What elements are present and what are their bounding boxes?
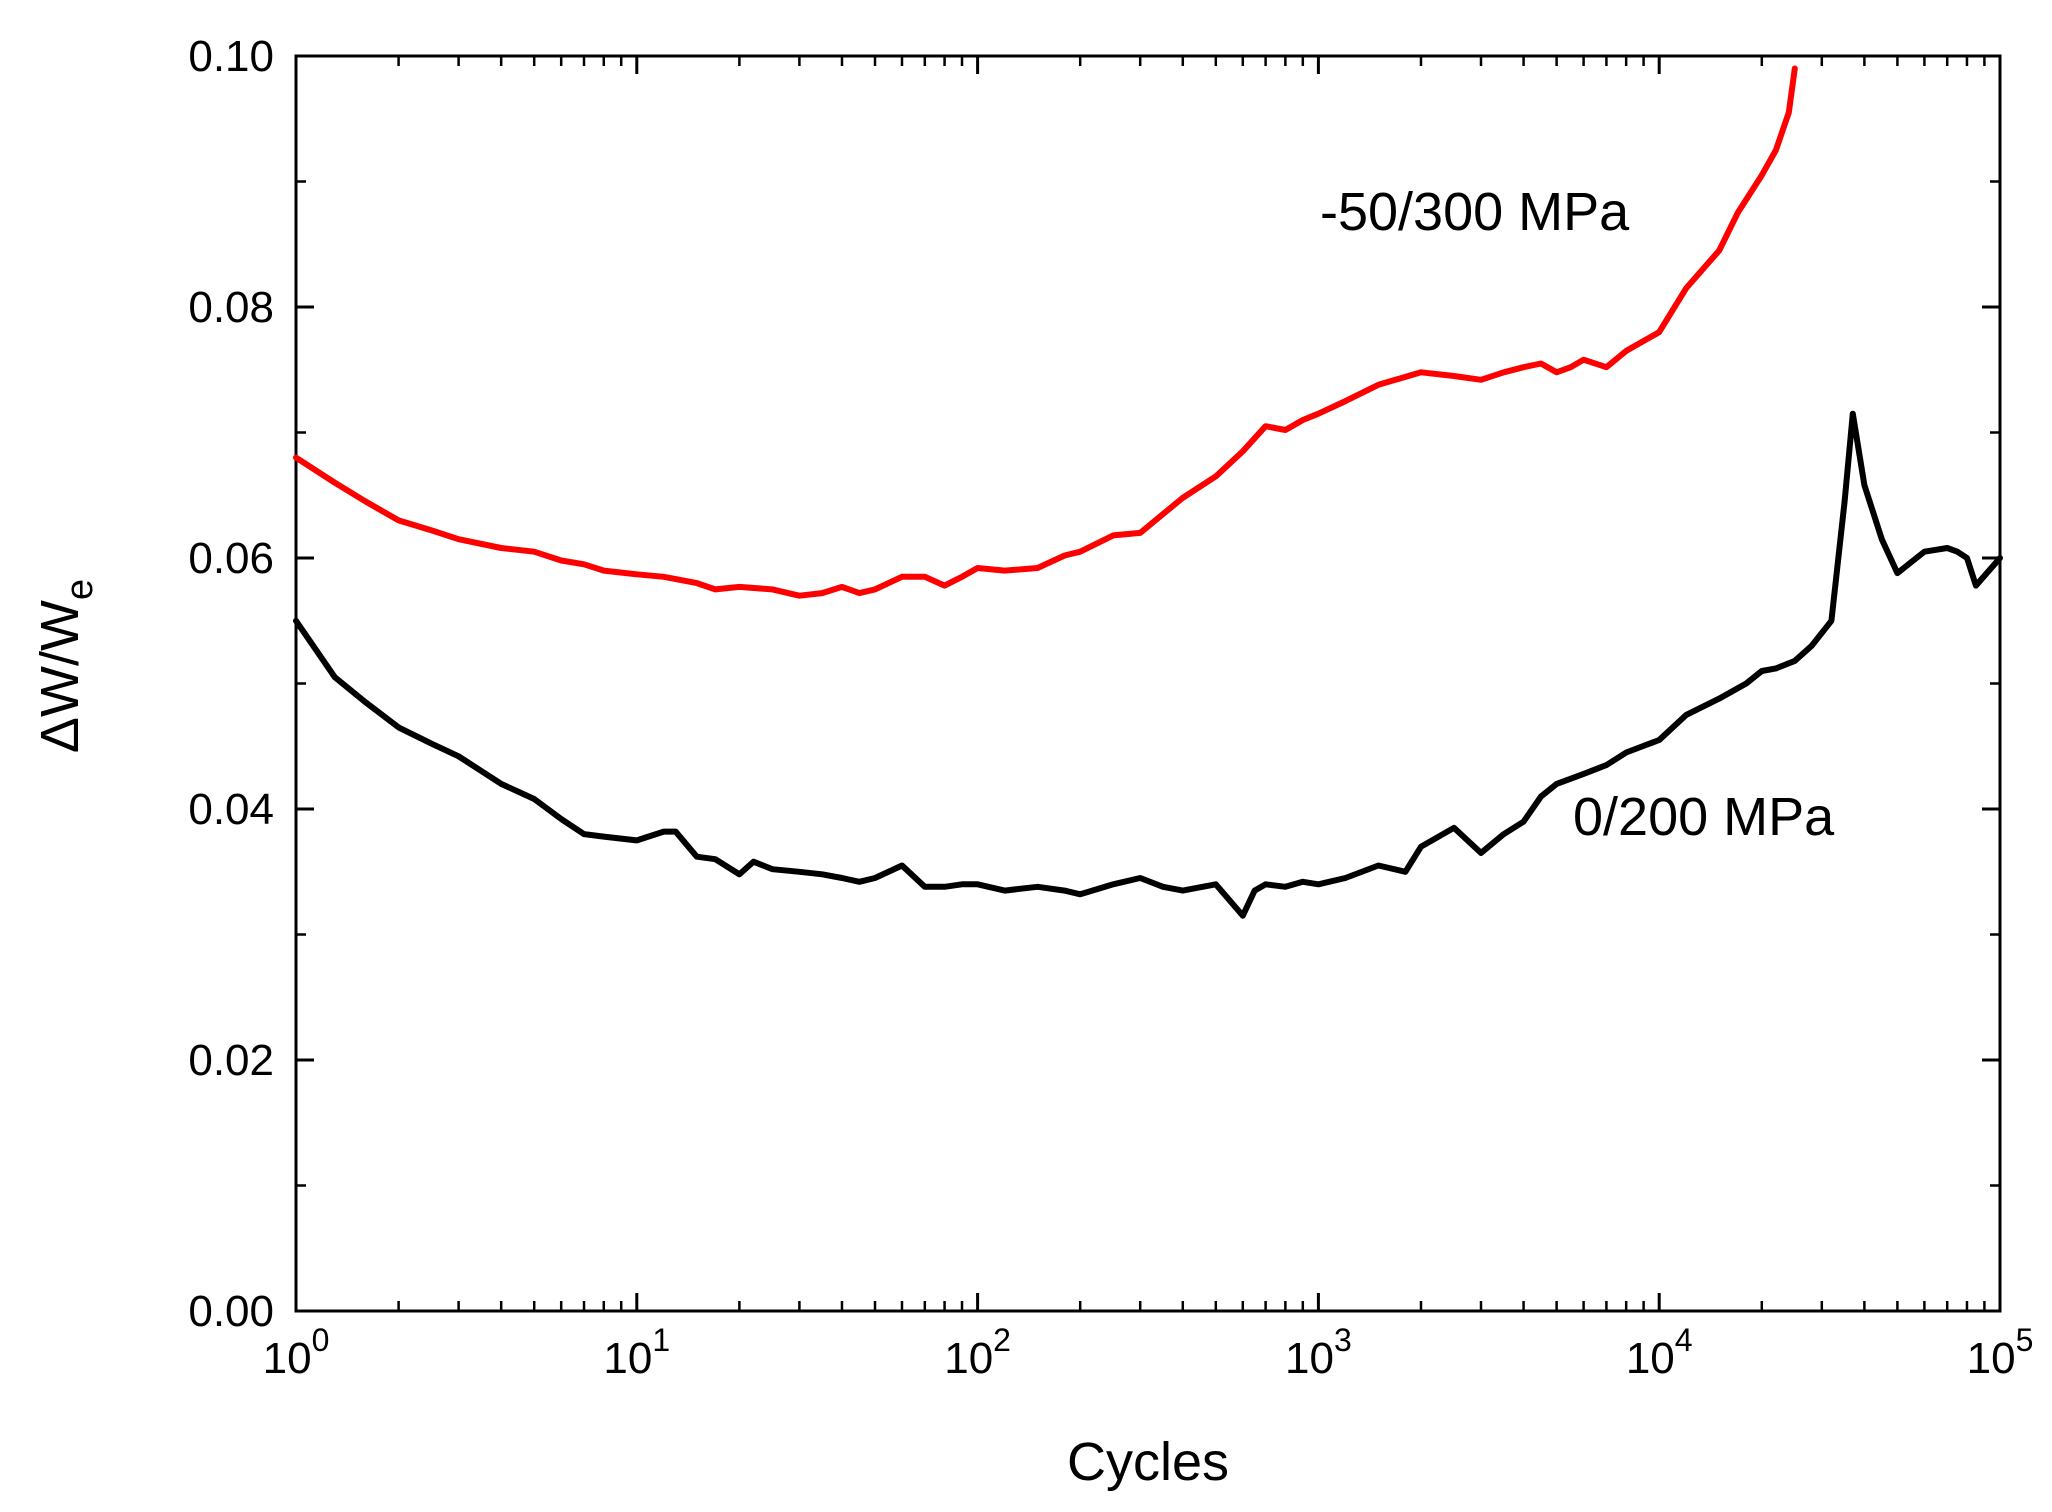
series-line-1 (293, 410, 2003, 919)
y-tick-label: 0.10 (188, 32, 274, 81)
y-tick-label: 0.06 (188, 534, 274, 583)
series-annotations: -50/300 MPa 0/200 MPa (1320, 182, 1835, 847)
series-label-1: 0/200 MPa (1573, 787, 1835, 847)
y-axis-title: ΔW/We (30, 579, 101, 753)
x-tick-label-base: 10 (1285, 1334, 1334, 1383)
y-tick-label: 0.00 (188, 1287, 274, 1336)
y-tick-label: 0.04 (188, 785, 274, 834)
x-tick-label-exponent: 4 (1675, 1322, 1693, 1358)
y-axis-title-main: ΔW/W (30, 600, 90, 753)
y-axis-title-subscript: e (59, 579, 101, 600)
x-tick-label: 102 (944, 1322, 1011, 1383)
axis-ticks (294, 54, 2002, 1313)
x-tick-label: 105 (1967, 1322, 2034, 1383)
x-tick-label-base: 10 (603, 1334, 652, 1383)
x-tick-label-base: 10 (1626, 1334, 1675, 1383)
x-tick-label-exponent: 0 (312, 1322, 330, 1358)
y-tick-label: 0.02 (188, 1036, 274, 1085)
x-tick-label: 103 (1285, 1322, 1352, 1383)
x-tick-label: 101 (603, 1322, 670, 1383)
x-tick-label-exponent: 1 (652, 1322, 670, 1358)
x-tick-label-exponent: 2 (993, 1322, 1011, 1358)
series-line-0 (293, 65, 1798, 599)
x-tick-label-base: 10 (944, 1334, 993, 1383)
y-tick-label: 0.08 (188, 283, 274, 332)
y-tick-labels: 0.00 0.02 0.04 0.06 0.08 0.10 (188, 32, 274, 1336)
x-tick-label-base: 10 (263, 1334, 312, 1383)
x-tick-label: 100 (263, 1322, 330, 1383)
series-lines (293, 65, 2003, 919)
series-label-0: -50/300 MPa (1320, 182, 1630, 242)
x-tick-label-exponent: 5 (2016, 1322, 2034, 1358)
x-tick-label-exponent: 3 (1334, 1322, 1352, 1358)
x-tick-label: 104 (1626, 1322, 1693, 1383)
x-axis-title: Cycles (1067, 1432, 1229, 1492)
x-tick-labels: 100 101 102 103 104 105 (263, 1322, 2034, 1383)
x-tick-label-base: 10 (1967, 1334, 2016, 1383)
